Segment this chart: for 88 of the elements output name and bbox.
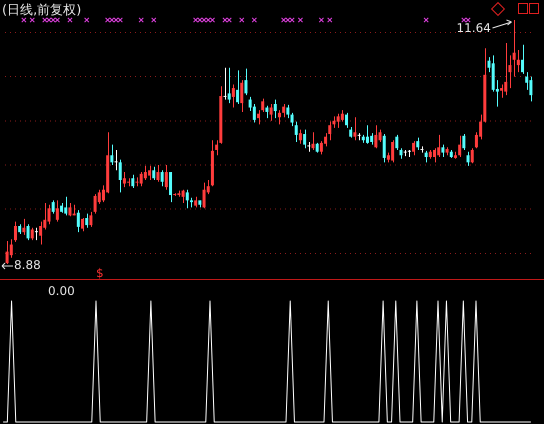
candlestick (30, 227, 34, 241)
candlestick (303, 129, 306, 149)
candlestick (366, 124, 369, 144)
candlestick (114, 149, 118, 171)
candlestick (110, 144, 114, 166)
candlestick (76, 210, 80, 233)
candlestick (399, 148, 403, 160)
candlestick (336, 113, 340, 128)
candlestick (504, 42, 508, 96)
candlestick (64, 196, 68, 216)
candlestick (14, 221, 17, 242)
candlestick (94, 194, 97, 214)
candlestick (228, 67, 231, 104)
candlestick (345, 112, 348, 128)
candlestick (160, 170, 164, 187)
candlestick (186, 189, 189, 209)
candlestick (89, 211, 92, 228)
candlestick (466, 151, 470, 166)
candlestick (278, 110, 281, 125)
candlestick (39, 221, 42, 246)
text: $ (96, 266, 104, 280)
candlestick (516, 50, 520, 73)
candlestick (340, 110, 344, 122)
candlestick (500, 84, 504, 98)
candlestick (164, 164, 168, 190)
candlestick (144, 165, 147, 181)
candlestick (182, 189, 185, 204)
candlestick (68, 202, 72, 217)
candlestick (56, 200, 59, 222)
candlestick (244, 68, 248, 96)
candlestick (156, 164, 160, 182)
candlestick (34, 227, 38, 241)
candlestick (26, 224, 30, 241)
candlestick (470, 148, 474, 164)
candlestick (416, 137, 420, 150)
candlestick (529, 76, 532, 102)
candlestick (52, 200, 55, 214)
candlestick (148, 165, 152, 181)
candlestick (298, 129, 302, 144)
candlestick (311, 132, 315, 150)
candlestick (395, 134, 398, 150)
candlestick (6, 240, 9, 264)
candlestick (316, 142, 319, 154)
candlestick (274, 99, 277, 119)
candlestick (282, 103, 286, 118)
candlestick (202, 182, 206, 209)
candlestick (140, 172, 143, 187)
candlestick (424, 150, 428, 163)
candlestick (433, 148, 436, 163)
candlestick (270, 103, 273, 122)
candlestick (232, 84, 235, 108)
candlestick (441, 144, 444, 158)
candlestick (194, 196, 198, 208)
candlestick (286, 104, 290, 119)
candlestick (261, 98, 264, 112)
candlestick (353, 116, 356, 141)
text: 0.00 (48, 284, 75, 298)
candlestick (265, 105, 268, 119)
candlestick (236, 70, 240, 104)
candlestick (60, 202, 64, 214)
chart-title: (日线,前复权) (2, 2, 82, 19)
candlestick (118, 159, 122, 193)
candlestick (257, 110, 260, 125)
candlestick (370, 132, 374, 146)
candlestick (72, 204, 76, 216)
candlestick (131, 174, 134, 188)
candlestick (85, 213, 88, 228)
candlestick (320, 140, 323, 155)
candlestick (122, 172, 126, 188)
candlestick (307, 142, 310, 152)
candlestick (18, 224, 22, 234)
candlestick (252, 103, 256, 124)
candlestick (462, 134, 466, 150)
annotation: 8.88 (14, 258, 41, 272)
candlestick (223, 67, 227, 100)
candlestick (521, 44, 524, 74)
candlestick (22, 218, 26, 236)
candlestick (374, 124, 378, 149)
candlestick (412, 140, 416, 156)
candlestick (391, 140, 394, 163)
candlestick (382, 134, 386, 163)
candlestick (240, 80, 244, 112)
candlestick (169, 172, 172, 203)
candlestick (349, 126, 352, 138)
candlestick (81, 218, 84, 232)
candlestick (152, 166, 156, 181)
annotation: 11.64 (456, 21, 491, 36)
candlestick (458, 135, 462, 158)
